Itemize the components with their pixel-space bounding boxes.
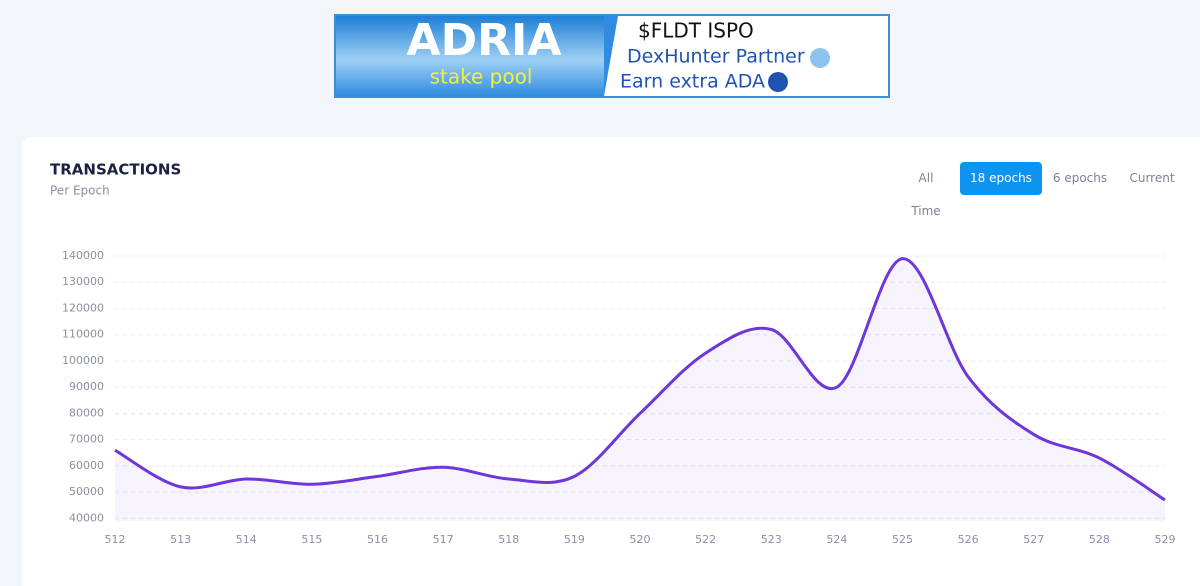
y-tick-label: 90000 (69, 380, 104, 393)
x-tick-label: 523 (761, 533, 782, 546)
plot: 40000 50000 60000 70000 80000 90000 100000 1100… (62, 249, 1176, 546)
y-tick-label: 140000 (62, 249, 104, 262)
banner-line: $FLDT ISPO (638, 19, 754, 43)
area (115, 258, 1165, 521)
x-tick-label: 527 (1023, 533, 1044, 546)
x-tick-label: 519 (564, 533, 585, 546)
y-tick-label: 70000 (69, 433, 104, 446)
y-tick-label: 120000 (62, 301, 104, 314)
chart-subtitle: Per Epoch (50, 184, 110, 198)
y-tick-label: 80000 (69, 406, 104, 419)
y-tick-label: 50000 (69, 485, 104, 498)
banner-subtitle: stake pool (430, 65, 533, 89)
card (22, 137, 1200, 586)
dexhunter-icon (810, 48, 830, 68)
banner-title: ADRIA (407, 15, 562, 66)
banner-edge (604, 16, 618, 96)
x-tick-label: 515 (301, 533, 322, 546)
y-tick-label: 40000 (69, 511, 104, 524)
x-tick-label: 529 (1155, 533, 1176, 546)
x-tick-label: 517 (433, 533, 454, 546)
y-tick-label: 110000 (62, 328, 104, 341)
range-button[interactable]: All Time (911, 171, 941, 218)
x-tick-label: 526 (958, 533, 979, 546)
y-tick-label: 100000 (62, 354, 104, 367)
y-tick-label: 130000 (62, 275, 104, 288)
line (114, 257, 1166, 502)
range-button[interactable]: Current (1129, 171, 1175, 185)
banner-line: Earn extra ADA (620, 71, 765, 93)
x-tick-label: 516 (367, 533, 388, 546)
x-tick-label: 512 (105, 533, 126, 546)
range-button[interactable]: 18 epochs (960, 162, 1042, 195)
x-tick-label: 524 (826, 533, 847, 546)
y-tick-label: 60000 (69, 459, 104, 472)
chart-title: TRANSACTIONS (50, 161, 181, 179)
banner-left (336, 16, 604, 96)
range-button[interactable]: 6 epochs (1052, 171, 1108, 185)
x-tick-label: 514 (236, 533, 257, 546)
x-tick-label: 518 (498, 533, 519, 546)
banner-line: DexHunter Partner (627, 46, 805, 68)
x-tick-label: 528 (1089, 533, 1110, 546)
x-tick-label: 520 (630, 533, 651, 546)
ada-icon (768, 72, 788, 92)
banner[interactable]: ADRIA stake pool $FLDT ISPO DexHunter Pa… (334, 14, 890, 98)
x-tick-label: 525 (892, 533, 913, 546)
x-tick-label: 513 (170, 533, 191, 546)
x-tick-label: 522 (695, 533, 716, 546)
